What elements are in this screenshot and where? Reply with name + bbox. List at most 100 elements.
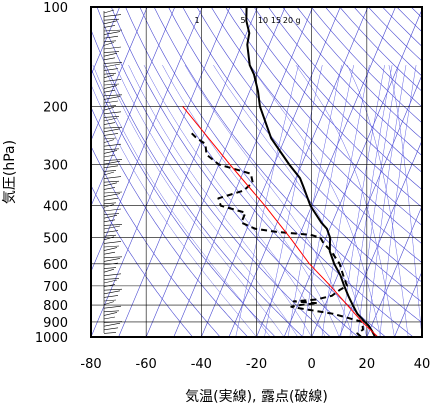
wind-barb: [103, 170, 117, 172]
moist-adiabat-line: [92, 65, 271, 337]
wind-barb: [103, 96, 121, 100]
dry-adiabat-line: [182, 7, 422, 283]
y-tick-label: 200: [43, 100, 68, 115]
y-tick-label: 100: [43, 1, 68, 16]
mixing-ratio-line: [287, 65, 342, 337]
isotherm-line: [338, 139, 422, 337]
dry-adiabat-line: [125, 7, 386, 337]
wind-barb: [103, 245, 120, 248]
dry-adiabat-line: [382, 7, 422, 47]
wind-barb-column: [103, 9, 123, 334]
mixing-ratio-label: 5: [240, 16, 245, 25]
wind-barb: [103, 288, 123, 291]
series-layer: [182, 7, 379, 337]
y-axis-title: 気圧(hPa): [2, 140, 18, 204]
isotherm-line: [91, 7, 120, 76]
wind-barb: [103, 213, 120, 215]
wind-barb: [103, 219, 116, 223]
wind-barb: [103, 83, 120, 86]
dry-adiabat-line: [210, 7, 422, 245]
wind-barb: [103, 89, 116, 93]
dry-adiabat-line: [153, 7, 422, 324]
x-tick-label: -60: [136, 357, 157, 372]
wind-barb: [103, 52, 118, 57]
wind-barb: [103, 251, 116, 255]
isotherm-line: [91, 7, 148, 142]
wind-barb: [103, 133, 119, 136]
wind-barb: [103, 100, 119, 104]
mixing-ratio-line: [264, 65, 323, 337]
isotherm-line: [311, 74, 422, 337]
wind-barb: [103, 105, 117, 107]
isotherm-line: [256, 7, 396, 337]
moist-adiabat-line: [128, 64, 312, 337]
mixing-ratio-label: 15: [271, 16, 281, 25]
wind-barb: [103, 234, 117, 237]
y-tick-label: 400: [43, 200, 68, 215]
isotherm-line: [366, 205, 422, 337]
wind-barb: [103, 225, 121, 230]
x-tick-label: -40: [191, 357, 212, 372]
wind-barb: [103, 25, 116, 28]
wind-barb: [103, 40, 117, 43]
moist-adiabat-line: [91, 83, 257, 337]
wind-barb: [103, 139, 115, 143]
wind-barb: [103, 208, 122, 212]
wind-barb: [103, 150, 118, 154]
wind-barb: [103, 106, 115, 111]
wind-barb: [103, 241, 122, 244]
adiabat-isotherm-layer: [91, 7, 422, 337]
wind-barb: [103, 9, 115, 14]
dry-adiabat-line: [268, 7, 422, 173]
wind-barb: [103, 57, 116, 61]
wind-barb: [103, 18, 120, 21]
wind-barb: [103, 182, 118, 187]
dry-adiabat-line: [111, 7, 359, 337]
wind-barb: [103, 268, 115, 273]
x-tick-label: -80: [80, 357, 101, 372]
wind-barb: [103, 262, 119, 266]
isotherm-line: [91, 7, 203, 273]
mixing-ratio-label: 10: [258, 16, 268, 25]
wind-barb: [103, 278, 120, 280]
wind-barb: [103, 72, 117, 75]
x-tick-label: 0: [308, 357, 316, 372]
wind-barb: [103, 301, 115, 305]
dry-adiabat-line: [225, 7, 422, 226]
wind-barb: [103, 236, 115, 241]
wind-barb: [103, 63, 121, 68]
isotherm-line: [421, 336, 422, 337]
isotherm-line: [394, 270, 422, 337]
moist-adiabat-line: [184, 64, 354, 337]
mixing-ratio-line: [366, 65, 407, 337]
dry-adiabat-line: [196, 7, 422, 264]
y-tick-label: 600: [43, 258, 68, 273]
wind-barb: [103, 258, 121, 262]
moist-adiabat-line: [346, 64, 409, 337]
wind-barb: [103, 187, 116, 190]
wind-barb: [103, 29, 123, 32]
isotherm-line: [145, 7, 286, 337]
wind-barb: [103, 191, 123, 194]
y-tick-label: 300: [43, 158, 68, 173]
dewpoint-profile-line: [190, 131, 364, 337]
wind-barb: [103, 14, 122, 17]
wind-barb: [103, 224, 123, 226]
moist-adiabat-line: [213, 64, 368, 337]
grid-layer: [91, 7, 422, 337]
wind-barb: [103, 94, 123, 97]
dry-adiabat-line: [91, 184, 193, 337]
dry-adiabat-line: [91, 28, 304, 337]
mixing-ratio-line: [302, 65, 354, 337]
x-tick-label: 20: [359, 357, 376, 372]
wind-barb: [103, 159, 123, 161]
wind-barb: [103, 180, 120, 183]
wind-barb: [103, 160, 121, 165]
moist-adiabat-line: [103, 65, 285, 337]
wind-barb: [103, 305, 122, 309]
wind-barb: [103, 256, 123, 259]
wind-barb: [103, 137, 117, 140]
isotherm-line: [118, 7, 258, 337]
dry-adiabat-line: [282, 7, 422, 156]
